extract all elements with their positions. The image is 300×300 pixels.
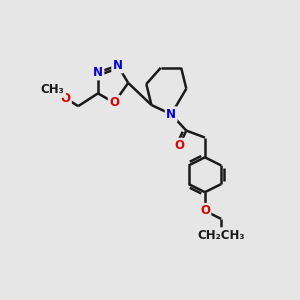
Text: CH₃: CH₃ [41, 83, 64, 96]
Text: O: O [60, 92, 70, 104]
Text: O: O [109, 96, 119, 109]
Text: N: N [93, 66, 103, 79]
Text: O: O [200, 204, 210, 217]
Text: N: N [166, 108, 176, 121]
Text: O: O [174, 139, 184, 152]
Text: N: N [113, 59, 123, 72]
Text: CH₂CH₃: CH₂CH₃ [197, 229, 245, 242]
